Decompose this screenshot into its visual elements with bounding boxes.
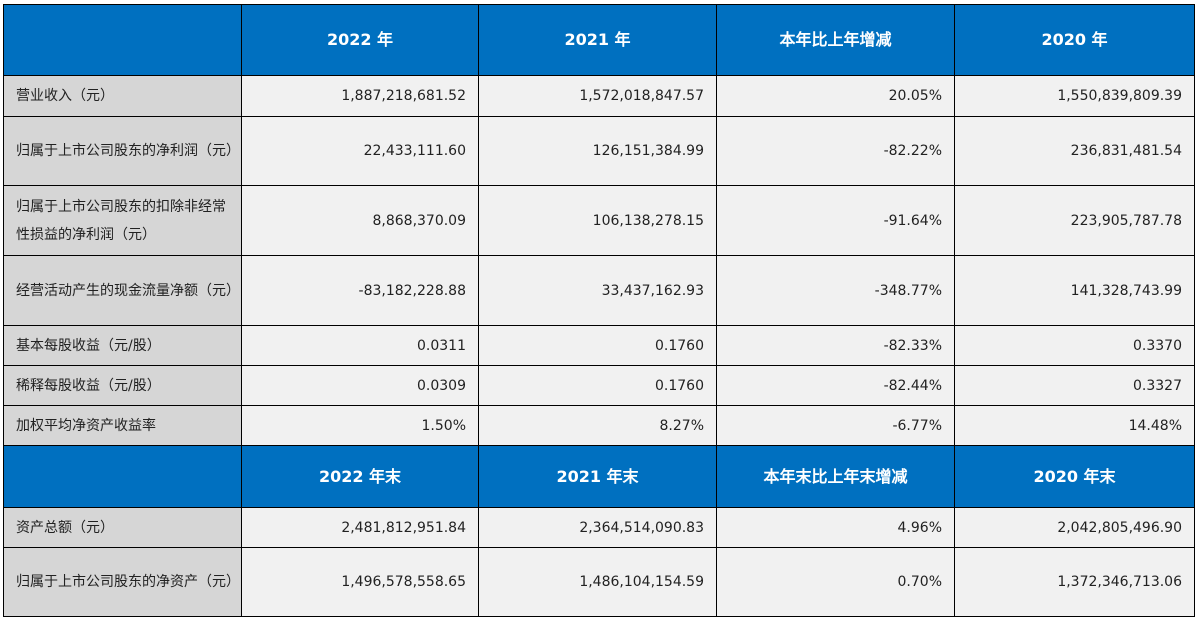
value-cell: 0.3370: [954, 325, 1195, 366]
value-cell: 0.0311: [241, 325, 479, 366]
value-cell: -6.77%: [716, 405, 955, 446]
value-cell: 1,550,839,809.39: [954, 75, 1195, 117]
value-cell: 0.0309: [241, 365, 479, 406]
column-header: 2022 年末: [241, 445, 479, 508]
table-row: 经营活动产生的现金流量净额（元） -83,182,228.88 33,437,162…: [3, 255, 1195, 326]
table-header-row: 2022 年末 2021 年末 本年末比上年末增减 2020 年末: [3, 445, 1195, 508]
value-cell: 106,138,278.15: [478, 185, 717, 256]
table-row: 营业收入（元） 1,887,218,681.52 1,572,018,847.57 2…: [3, 75, 1195, 117]
value-cell: 1.50%: [241, 405, 479, 446]
value-cell: 8.27%: [478, 405, 717, 446]
value-cell: 0.3327: [954, 365, 1195, 406]
value-cell: -82.33%: [716, 325, 955, 366]
row-label: 归属于上市公司股东的净利润（元）: [3, 116, 242, 186]
column-header: 本年比上年增减: [716, 4, 955, 76]
value-cell: 1,486,104,154.59: [478, 547, 717, 617]
column-header: 本年末比上年末增减: [716, 445, 955, 508]
table-row: 归属于上市公司股东的净资产（元） 1,496,578,558.65 1,486,10…: [3, 547, 1195, 617]
table-row: 加权平均净资产收益率 1.50% 8.27% -6.77% 14.48%: [3, 405, 1195, 446]
value-cell: 2,042,805,496.90: [954, 507, 1195, 548]
value-cell: 2,364,514,090.83: [478, 507, 717, 548]
value-cell: -91.64%: [716, 185, 955, 256]
value-cell: 2,481,812,951.84: [241, 507, 479, 548]
value-cell: -348.77%: [716, 255, 955, 326]
column-header: 2020 年末: [954, 445, 1195, 508]
table-row: 归属于上市公司股东的扣除非经常性损益的净利润（元） 8,868,370.09 106…: [3, 185, 1195, 256]
value-cell: 0.1760: [478, 365, 717, 406]
value-cell: 22,433,111.60: [241, 116, 479, 186]
value-cell: 1,372,346,713.06: [954, 547, 1195, 617]
value-cell: 4.96%: [716, 507, 955, 548]
column-header: [3, 4, 242, 76]
value-cell: 141,328,743.99: [954, 255, 1195, 326]
column-header: 2022 年: [241, 4, 479, 76]
column-header: [3, 445, 242, 508]
value-cell: 223,905,787.78: [954, 185, 1195, 256]
value-cell: 33,437,162.93: [478, 255, 717, 326]
value-cell: 1,496,578,558.65: [241, 547, 479, 617]
value-cell: -82.22%: [716, 116, 955, 186]
column-header: 2021 年末: [478, 445, 717, 508]
value-cell: 126,151,384.99: [478, 116, 717, 186]
row-label: 归属于上市公司股东的净资产（元）: [3, 547, 242, 617]
table-row: 基本每股收益（元/股） 0.0311 0.1760 -82.33% 0.3370: [3, 325, 1195, 366]
row-label: 营业收入（元）: [3, 75, 242, 117]
row-label: 资产总额（元）: [3, 507, 242, 548]
value-cell: 8,868,370.09: [241, 185, 479, 256]
value-cell: 0.1760: [478, 325, 717, 366]
value-cell: 0.70%: [716, 547, 955, 617]
table-row: 资产总额（元） 2,481,812,951.84 2,364,514,090.83 4…: [3, 507, 1195, 548]
table-row: 稀释每股收益（元/股） 0.0309 0.1760 -82.44% 0.3327: [3, 365, 1195, 406]
column-header: 2020 年: [954, 4, 1195, 76]
row-label: 归属于上市公司股东的扣除非经常性损益的净利润（元）: [3, 185, 242, 256]
value-cell: -82.44%: [716, 365, 955, 406]
value-cell: 236,831,481.54: [954, 116, 1195, 186]
table-row: 归属于上市公司股东的净利润（元） 22,433,111.60 126,151,384…: [3, 116, 1195, 186]
value-cell: 1,887,218,681.52: [241, 75, 479, 117]
value-cell: 20.05%: [716, 75, 955, 117]
value-cell: 14.48%: [954, 405, 1195, 446]
value-cell: -83,182,228.88: [241, 255, 479, 326]
value-cell: 1,572,018,847.57: [478, 75, 717, 117]
row-label: 经营活动产生的现金流量净额（元）: [3, 255, 242, 326]
row-label: 加权平均净资产收益率: [3, 405, 242, 446]
financial-summary-table: 2022 年 2021 年本年比上年增减 2020 年营业收入（元） 1,887,21…: [3, 4, 1195, 617]
row-label: 稀释每股收益（元/股）: [3, 365, 242, 406]
row-label: 基本每股收益（元/股）: [3, 325, 242, 366]
column-header: 2021 年: [478, 4, 717, 76]
table-header-row: 2022 年 2021 年本年比上年增减 2020 年: [3, 4, 1195, 76]
